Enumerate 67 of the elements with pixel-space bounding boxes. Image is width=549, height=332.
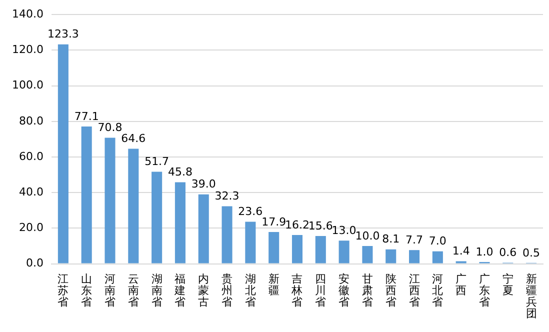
bar — [222, 206, 232, 264]
x-tick-label: 内蒙古 — [198, 272, 210, 309]
y-tick-label: 60.0 — [18, 150, 44, 163]
y-tick-label: 140.0 — [12, 7, 44, 20]
y-tick-label: 20.0 — [18, 221, 44, 234]
bar — [58, 44, 68, 264]
bar — [315, 236, 326, 264]
bar — [432, 251, 443, 264]
data-label: 0.6 — [499, 246, 517, 260]
bar — [104, 138, 116, 264]
x-tick-label: 陕西省 — [385, 272, 396, 309]
bar — [198, 194, 209, 264]
bar — [174, 182, 186, 264]
data-label: 15.6 — [308, 219, 333, 232]
x-tick-label: 广东省 — [478, 272, 490, 309]
x-tick-label: 福建省 — [174, 272, 186, 309]
x-tick-label: 新疆 — [268, 272, 280, 297]
x-tick-label: 湖北省 — [244, 272, 256, 309]
data-label: 0.5 — [522, 246, 540, 260]
data-label: 1.4 — [452, 244, 470, 258]
bar — [338, 240, 350, 264]
data-label: 10.0 — [355, 229, 380, 242]
x-tick-label: 云南省 — [128, 272, 139, 309]
data-label: 32.3 — [214, 190, 240, 203]
bar — [81, 126, 92, 264]
x-tick-label: 山东省 — [81, 272, 92, 309]
x-tick-label: 湖南省 — [151, 272, 162, 309]
bar — [409, 250, 420, 264]
y-tick-label: 40.0 — [18, 185, 44, 198]
x-tick-label: 江西省 — [408, 272, 420, 309]
x-tick-label: 安徽省 — [338, 272, 350, 309]
bar — [362, 246, 373, 264]
bar — [386, 249, 396, 264]
data-label: 70.8 — [98, 121, 122, 134]
x-tick-label: 甘肃省 — [362, 272, 373, 309]
y-tick-label: 80.0 — [18, 114, 44, 128]
data-label: 7.0 — [428, 234, 446, 248]
bar — [292, 234, 303, 264]
bar — [152, 172, 162, 264]
data-label: 51.7 — [144, 155, 170, 168]
data-label: 1.0 — [476, 245, 494, 258]
data-label: 77.1 — [74, 110, 99, 123]
x-tick-label: 吉林省 — [290, 272, 303, 309]
x-tick-label: 宁夏 — [502, 272, 514, 297]
data-label: 13.0 — [332, 224, 356, 238]
bar — [245, 222, 256, 264]
x-tick-label: 河南省 — [104, 272, 116, 309]
x-tick-label: 新疆兵团 — [526, 272, 537, 320]
data-label: 64.6 — [121, 132, 146, 146]
y-tick-label: 120.0 — [12, 43, 44, 56]
data-label: 16.2 — [284, 218, 310, 232]
data-label: 17.9 — [262, 215, 286, 228]
data-label: 23.6 — [238, 205, 263, 218]
x-tick-label: 广西 — [456, 272, 467, 297]
x-tick-label: 贵州省 — [222, 272, 233, 309]
data-label: 7.7 — [406, 233, 424, 246]
bar — [268, 232, 280, 264]
data-label: 8.1 — [382, 232, 400, 246]
x-tick-label: 河北省 — [432, 272, 444, 309]
x-tick-label: 四川省 — [315, 272, 326, 309]
x-tick-label: 江苏省 — [58, 272, 69, 309]
y-tick-label: 0.0 — [26, 256, 44, 270]
data-label: 123.3 — [47, 28, 79, 41]
bar — [128, 148, 139, 264]
data-label: 39.0 — [191, 178, 216, 191]
y-tick-label: 100.0 — [12, 78, 44, 92]
data-label: 45.8 — [168, 166, 192, 179]
